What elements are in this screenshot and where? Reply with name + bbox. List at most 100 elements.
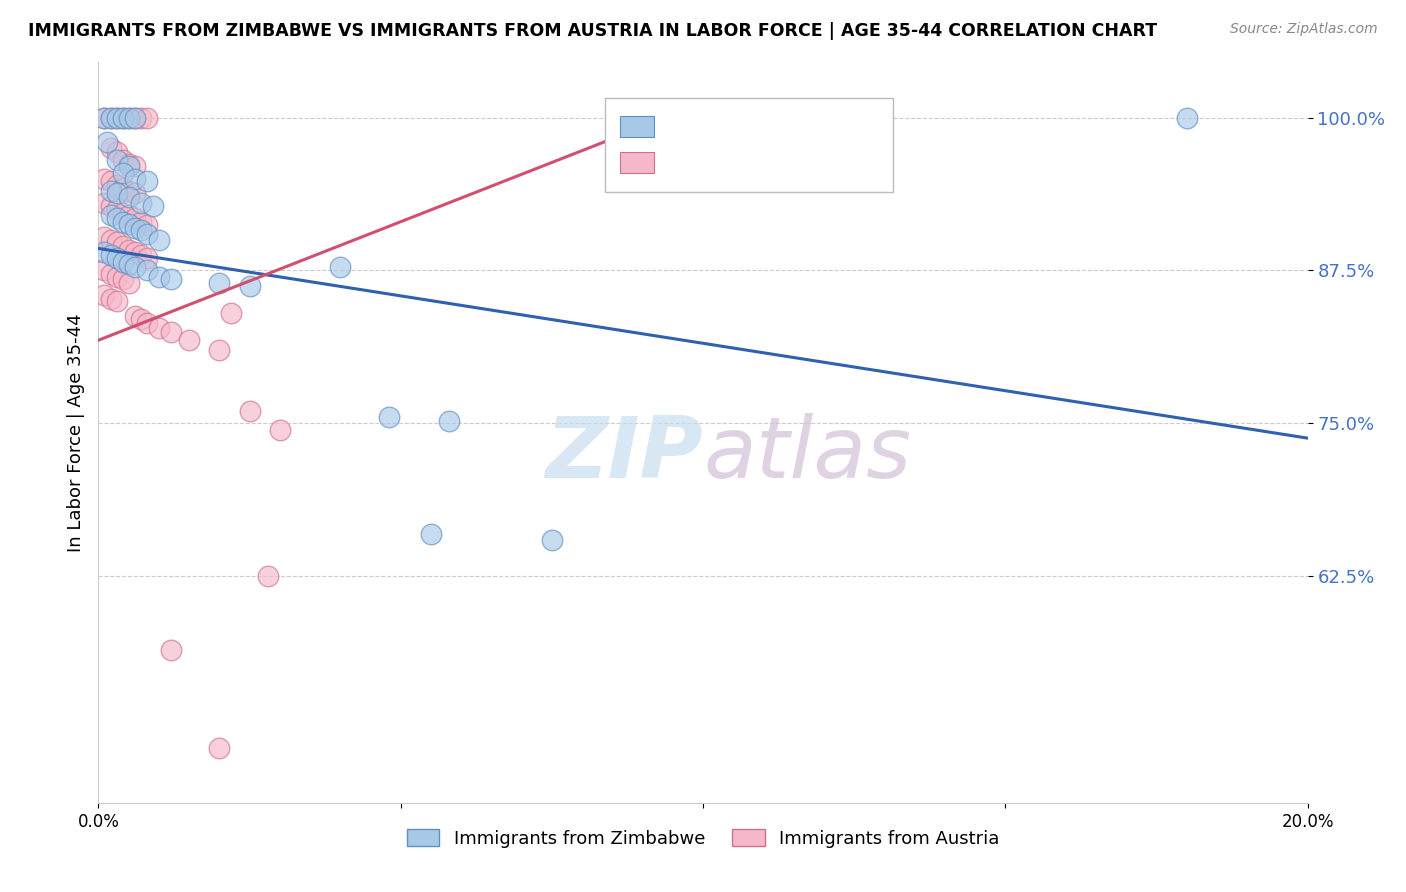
Point xyxy=(135,252,157,266)
Point xyxy=(111,111,134,125)
Text: IMMIGRANTS FROM ZIMBABWE VS IMMIGRANTS FROM AUSTRIA IN LABOR FORCE | AGE 35-44 C: IMMIGRANTS FROM ZIMBABWE VS IMMIGRANTS F… xyxy=(28,22,1157,40)
Point xyxy=(135,316,157,330)
Point xyxy=(105,294,128,309)
Point xyxy=(118,276,141,290)
Point xyxy=(135,227,157,241)
Point xyxy=(100,292,122,306)
Point xyxy=(129,247,152,261)
Point xyxy=(142,199,165,213)
Point xyxy=(208,740,231,755)
Point xyxy=(124,211,146,225)
Point xyxy=(100,199,122,213)
Point xyxy=(239,279,262,293)
Point xyxy=(111,272,134,286)
Point xyxy=(105,111,128,125)
Point xyxy=(124,309,146,323)
Point xyxy=(420,526,443,541)
Point xyxy=(105,202,128,217)
Point xyxy=(100,184,122,198)
Point xyxy=(124,186,146,201)
Point xyxy=(111,239,134,253)
Point xyxy=(208,343,231,357)
Point xyxy=(105,211,128,225)
Point xyxy=(111,206,134,220)
Point xyxy=(124,111,146,125)
Point xyxy=(93,171,115,186)
Legend: Immigrants from Zimbabwe, Immigrants from Austria: Immigrants from Zimbabwe, Immigrants fro… xyxy=(398,821,1008,856)
Text: atlas: atlas xyxy=(703,413,911,496)
Point xyxy=(118,190,141,204)
Point xyxy=(540,533,562,547)
Point xyxy=(124,220,146,235)
Point xyxy=(160,325,183,339)
Point xyxy=(93,111,115,125)
Point xyxy=(93,263,115,277)
Text: N = 42: N = 42 xyxy=(794,115,862,133)
Point xyxy=(118,217,141,231)
Point xyxy=(148,233,170,247)
Point xyxy=(118,208,141,222)
Point xyxy=(105,153,128,168)
Point xyxy=(100,233,122,247)
Point xyxy=(129,111,152,125)
Point xyxy=(129,223,152,237)
Point xyxy=(105,186,128,201)
Point xyxy=(105,111,128,125)
Point xyxy=(1175,111,1198,125)
Point xyxy=(100,111,122,125)
Point xyxy=(93,245,115,260)
Point xyxy=(100,141,122,155)
Point xyxy=(129,312,152,326)
Point xyxy=(93,230,115,244)
Point xyxy=(124,260,146,274)
Y-axis label: In Labor Force | Age 35-44: In Labor Force | Age 35-44 xyxy=(66,313,84,552)
Point xyxy=(96,135,118,149)
Point xyxy=(124,160,146,174)
Point xyxy=(160,643,183,657)
Point xyxy=(118,160,141,174)
Point xyxy=(437,414,460,428)
Point xyxy=(100,111,122,125)
Point xyxy=(105,269,128,284)
Point xyxy=(179,333,201,347)
Point xyxy=(111,255,134,269)
Point xyxy=(111,165,134,179)
Point xyxy=(329,260,352,274)
Point xyxy=(208,276,231,290)
Text: R = -0.161: R = -0.161 xyxy=(661,115,766,133)
Point xyxy=(221,306,243,320)
Point xyxy=(124,171,146,186)
Point xyxy=(118,257,141,271)
Point xyxy=(100,247,122,261)
Point xyxy=(118,111,141,125)
Point xyxy=(100,267,122,281)
Text: ZIP: ZIP xyxy=(546,413,703,496)
Point xyxy=(239,404,262,418)
Point xyxy=(105,178,128,192)
Point xyxy=(135,111,157,125)
Point xyxy=(135,263,157,277)
Point xyxy=(118,157,141,171)
Point xyxy=(377,410,399,425)
Point xyxy=(105,235,128,250)
Point xyxy=(93,288,115,302)
Point xyxy=(124,245,146,260)
Point xyxy=(111,214,134,228)
Point xyxy=(148,321,170,335)
Point xyxy=(100,174,122,188)
Point xyxy=(111,181,134,195)
Point xyxy=(129,214,152,228)
Point xyxy=(269,423,291,437)
Point xyxy=(93,196,115,211)
Point xyxy=(148,269,170,284)
Point xyxy=(105,252,128,266)
Point xyxy=(105,145,128,159)
Point xyxy=(135,218,157,232)
Point xyxy=(118,184,141,198)
Point xyxy=(135,174,157,188)
Point xyxy=(124,111,146,125)
Point xyxy=(100,208,122,222)
Point xyxy=(111,111,134,125)
Point xyxy=(118,111,141,125)
Point xyxy=(93,111,115,125)
